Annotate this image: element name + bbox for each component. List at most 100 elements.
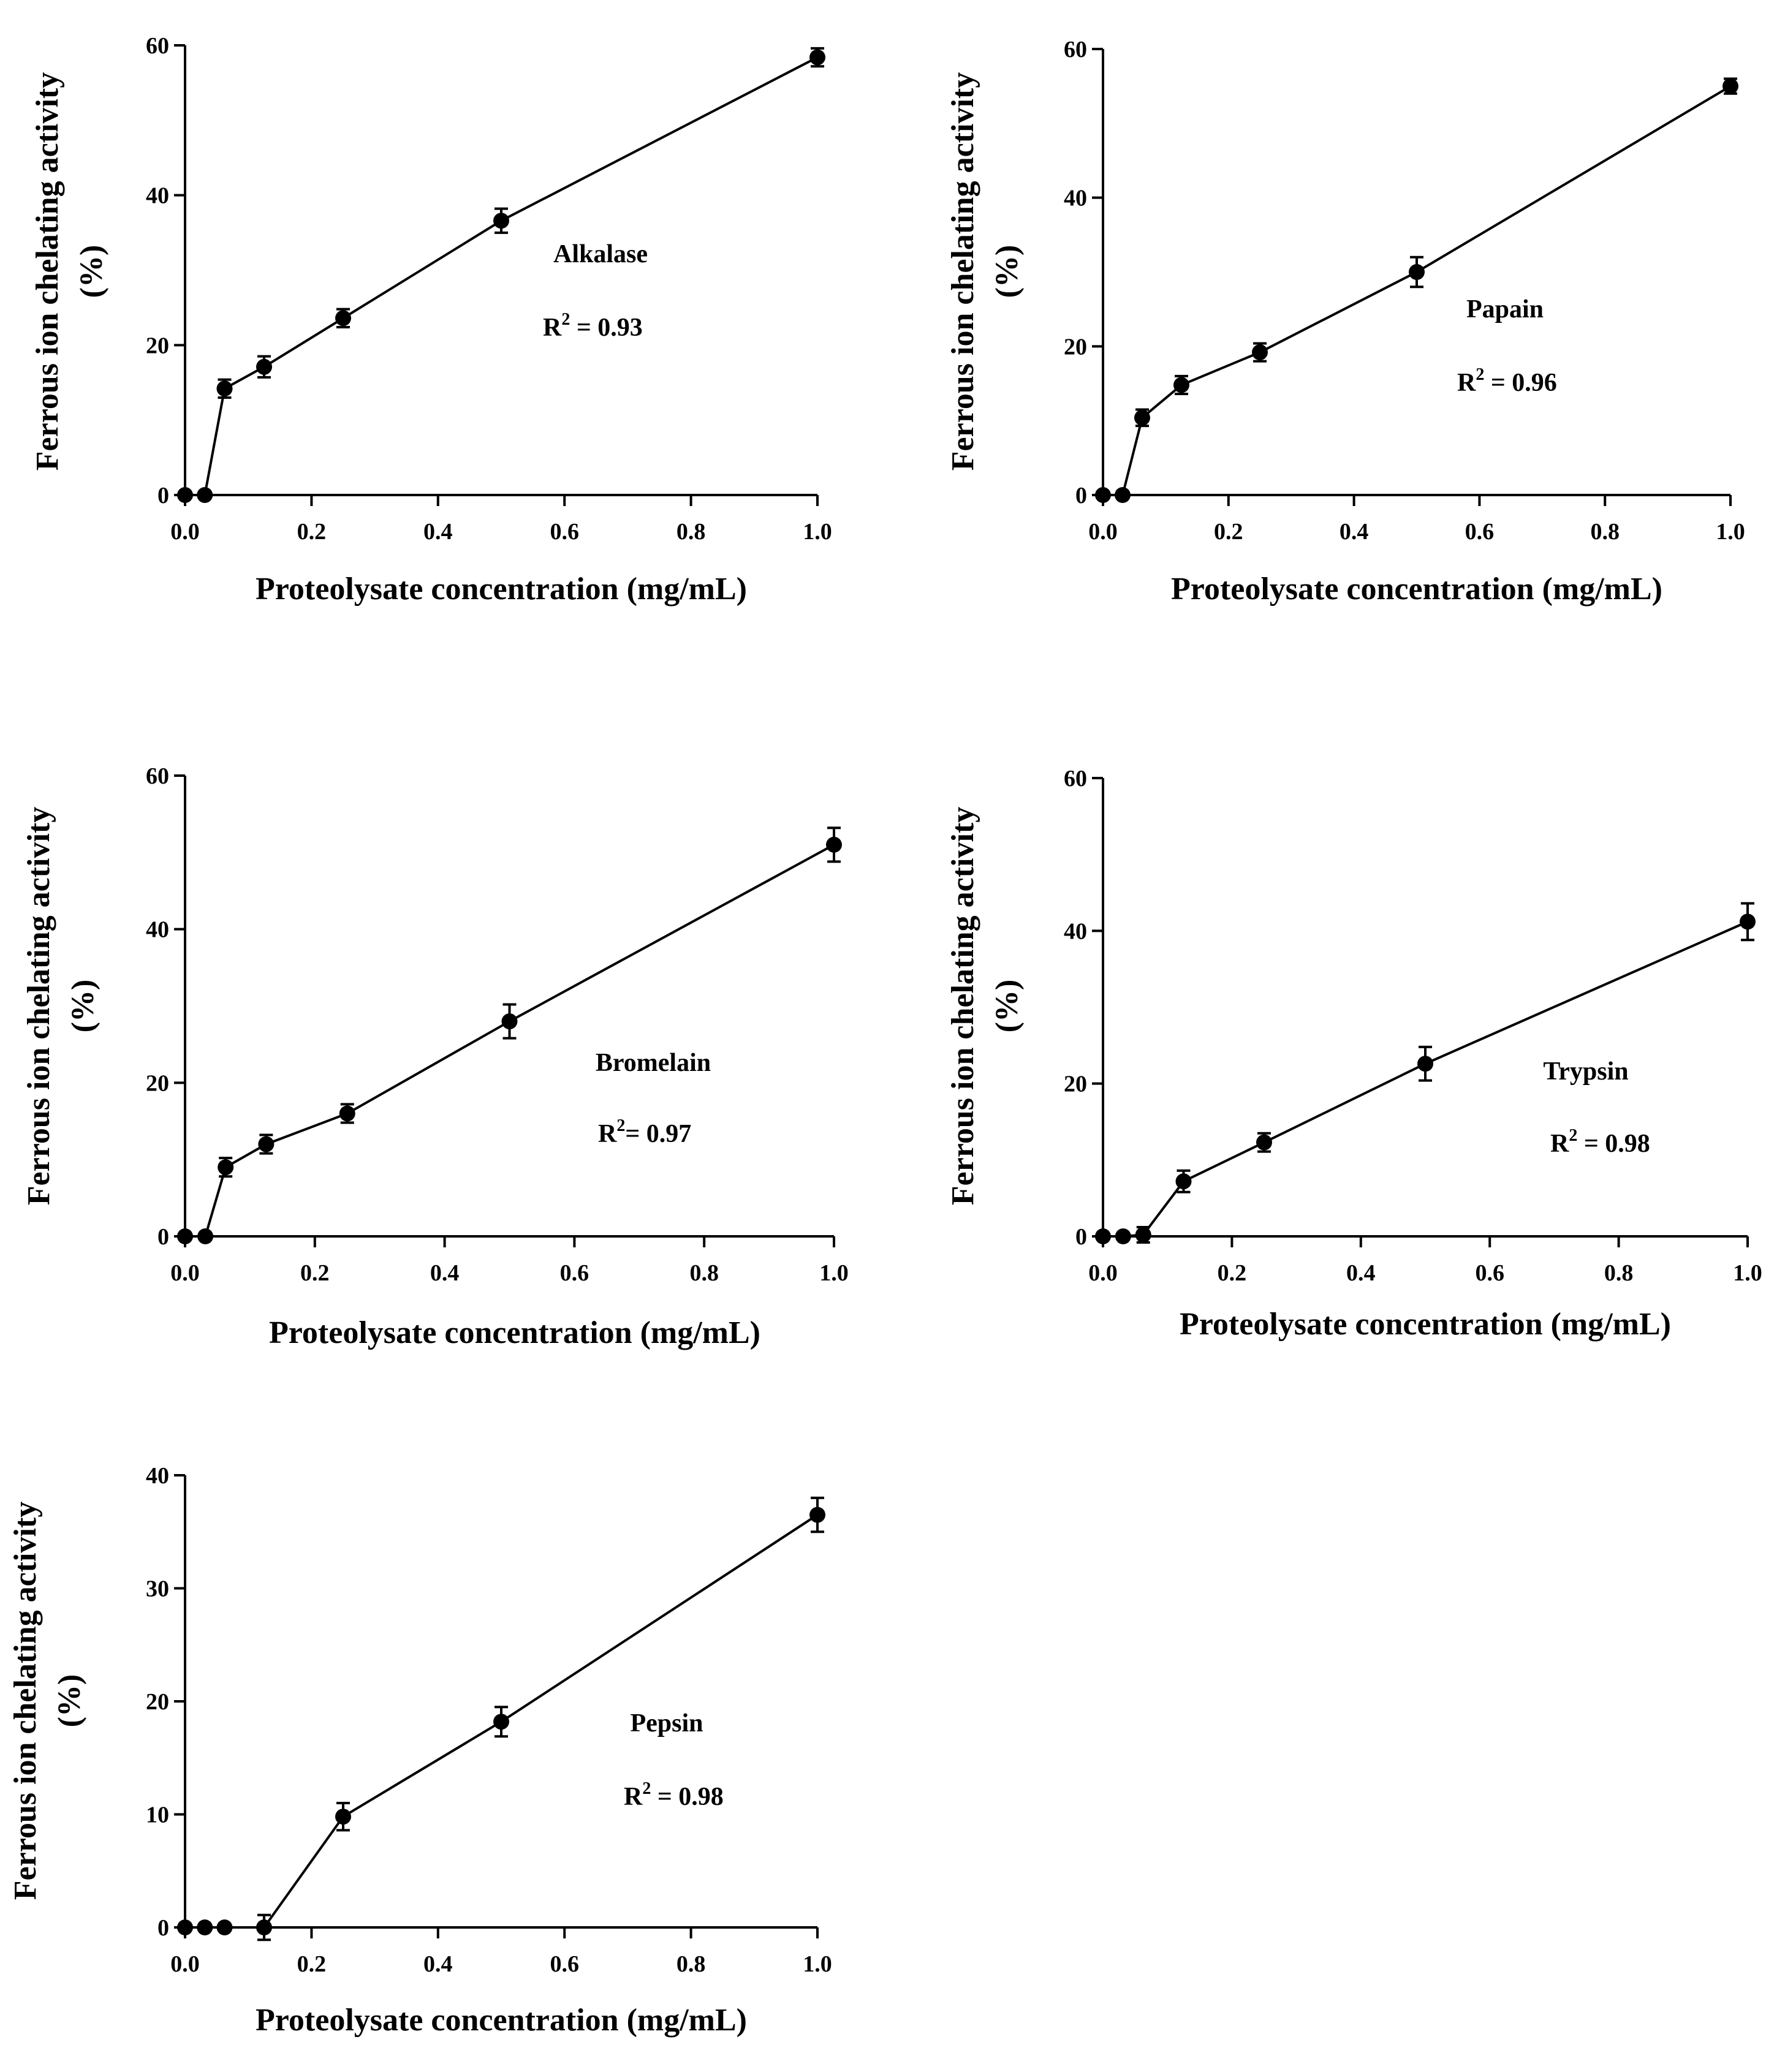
x-tick-label: 1.0 [803,519,832,545]
data-point [1115,487,1131,503]
y-tick-label: 20 [146,1070,169,1096]
x-tick-label: 0.4 [430,1260,460,1286]
data-point [216,1919,233,1935]
data-point [197,487,213,503]
y-axis-title-unit: (%) [66,980,100,1033]
x-tick-label: 0.8 [676,519,706,545]
x-tick-label: 1.0 [819,1260,849,1286]
enzyme-label: Trypsin [1543,1057,1628,1086]
x-tick-label: 0.6 [550,1951,579,1977]
x-tick-label: 0.4 [1340,519,1369,545]
x-axis-title: Proteolysate concentration (mg/mL) [256,572,747,607]
x-tick-label: 0.6 [1475,1260,1504,1286]
x-tick-label: 0.8 [1604,1260,1634,1286]
r-squared-label: R2 = 0.93 [543,310,643,342]
x-tick-label: 0.6 [550,519,579,545]
x-tick-label: 1.0 [1733,1260,1762,1286]
data-point [177,1228,193,1244]
data-point [809,49,825,66]
data-point [1252,344,1268,361]
y-tick-label: 20 [146,333,169,358]
data-point [1256,1134,1272,1151]
data-point [177,1919,193,1935]
y-tick-label: 0 [1075,1224,1087,1250]
x-tick-label: 0.0 [170,1951,200,1977]
x-tick-label: 1.0 [1716,519,1745,545]
chart-panel-pepsin: 0.0 0.2 0.4 0.6 0.8 1.0 0 10 20 30 40 Pepsin R2 = 0.… [8,1463,832,2038]
y-axis-title: Ferrous ion chelating activity [946,72,980,471]
y-axis-title: Ferrous ion chelating activity [21,807,56,1205]
data-point [197,1228,214,1244]
y-tick-label: 20 [146,1689,169,1715]
data-point [1135,1227,1151,1243]
x-tick-label: 1.0 [803,1951,832,1977]
y-tick-label: 0 [1075,483,1087,509]
data-point [1740,913,1756,930]
chart-panel-alkalase: 0.0 0.2 0.4 0.6 0.8 1.0 0 20 40 60 Alkalase R2 = 0.… [30,33,832,607]
y-tick-label: 0 [157,1915,169,1941]
x-tick-label: 0.4 [423,519,453,545]
data-point [1095,487,1111,503]
series-line [185,844,835,1238]
x-tick-label: 0.0 [1088,1260,1118,1286]
y-tick-label: 40 [1064,186,1087,211]
r-squared-label: R2 = 0.98 [1550,1126,1650,1158]
y-tick-label: 0 [157,483,169,509]
y-axis-title-unit: (%) [52,1674,87,1728]
data-point [1095,1228,1111,1244]
x-axis-title: Proteolysate concentration (mg/mL) [1171,572,1662,607]
x-tick-label: 0.6 [1465,519,1495,545]
x-tick-label: 0.2 [1218,1260,1247,1286]
x-tick-label: 0.2 [300,1260,330,1286]
y-tick-label: 10 [146,1802,169,1828]
x-axis-title: Proteolysate concentration (mg/mL) [256,2003,747,2038]
data-point [335,1809,351,1825]
y-tick-label: 20 [1064,334,1087,360]
series-line [185,56,818,496]
data-point [493,1714,509,1730]
y-tick-label: 40 [146,183,169,209]
data-point [216,380,233,397]
x-tick-label: 0.8 [1590,519,1620,545]
x-tick-label: 0.2 [297,1951,327,1977]
chart-panel-trypsin: 0.0 0.2 0.4 0.6 0.8 1.0 0 20 40 60 Trypsin R2 = 0.9… [946,766,1762,1342]
enzyme-label: Alkalase [553,240,648,268]
r-squared-label: R2 = 0.96 [1457,365,1557,397]
data-point [1173,377,1189,393]
y-axis-title-unit: (%) [990,245,1025,298]
y-axis-title-unit: (%) [990,980,1025,1033]
r-squared-label: R2 = 0.98 [624,1779,724,1811]
data-point [1409,264,1425,280]
data-point [1417,1056,1433,1072]
y-tick-label: 20 [1064,1072,1087,1097]
y-tick-label: 60 [1064,766,1087,792]
y-tick-label: 40 [146,1463,169,1489]
enzyme-label: Bromelain [596,1049,711,1077]
x-tick-label: 0.2 [297,519,327,545]
chart-panel-bromelain: 0.0 0.2 0.4 0.6 0.8 1.0 0 20 40 60 Bromelain R2= 0.… [21,763,849,1350]
data-point [493,213,509,229]
x-axis-title: Proteolysate concentration (mg/mL) [269,1315,760,1350]
x-tick-label: 0.0 [1088,519,1118,545]
data-point [335,310,351,327]
data-point [256,1919,272,1935]
x-tick-label: 0.6 [560,1260,589,1286]
y-tick-label: 40 [146,917,169,943]
r-squared-label: R2= 0.97 [598,1116,691,1148]
y-tick-label: 40 [1064,918,1087,944]
data-point [1175,1173,1192,1190]
x-tick-label: 0.4 [423,1951,453,1977]
data-point [256,358,272,375]
data-point [218,1159,234,1176]
data-point [197,1919,213,1935]
y-tick-label: 60 [146,763,169,789]
data-point [826,836,842,853]
y-axis-title: Ferrous ion chelating activity [8,1502,43,1900]
x-tick-label: 0.8 [689,1260,719,1286]
data-point [809,1507,825,1523]
x-tick-label: 0.4 [1346,1260,1376,1286]
y-axis-title: Ferrous ion chelating activity [946,807,980,1205]
data-point [258,1136,275,1152]
enzyme-label: Pepsin [630,1709,703,1737]
